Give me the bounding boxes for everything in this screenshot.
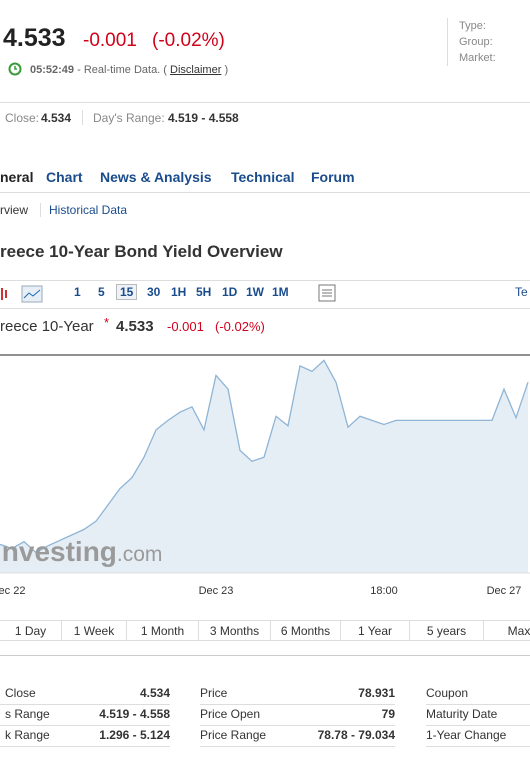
range-tab[interactable]: 1 Year xyxy=(341,620,410,641)
toolbar-right[interactable]: Te xyxy=(515,285,528,299)
area xyxy=(0,360,528,573)
nav-tab[interactable]: Forum xyxy=(311,169,355,185)
subnav-item[interactable]: Historical Data xyxy=(49,203,128,217)
price: 4.533 xyxy=(3,24,66,52)
time: 05:52:49 xyxy=(30,64,75,76)
chart-name: reece 10-Year xyxy=(0,318,94,335)
table-value: 78.78 - 79.034 xyxy=(317,728,395,742)
table-label: 1-Year Change xyxy=(426,728,507,742)
divider xyxy=(200,746,395,747)
range-tab[interactable]: 1 Week xyxy=(62,620,127,641)
divider xyxy=(40,203,41,217)
interval[interactable]: 30 xyxy=(147,285,161,299)
watermark-brand: Investing xyxy=(0,536,117,567)
change: -0.001 xyxy=(83,30,137,51)
paren: ) xyxy=(224,64,229,76)
nav-tab[interactable]: Technical xyxy=(231,169,295,185)
table-label: Maturity Date xyxy=(426,707,498,721)
clock-icon xyxy=(8,62,22,76)
table-label: Coupon xyxy=(426,686,469,700)
table-value: 4.534 xyxy=(139,686,170,700)
time-line: 05:52:49 - Real-time Data. ( Disclaimer … xyxy=(30,64,228,76)
range-value: 4.519 - 4.558 xyxy=(168,111,239,125)
divider xyxy=(0,308,530,309)
range-label: Day's Range: xyxy=(93,111,165,125)
interval[interactable]: 1 xyxy=(74,285,81,299)
divider xyxy=(0,746,170,747)
divider xyxy=(82,110,83,125)
disclaimer[interactable]: Disclaimer xyxy=(170,64,222,76)
range-tab[interactable]: 3 Months xyxy=(199,620,271,641)
x-tick-label: ec 22 xyxy=(0,585,25,597)
divider xyxy=(426,725,530,726)
close-value: 4.534 xyxy=(41,111,72,125)
interval[interactable]: 1H xyxy=(171,285,187,299)
range-tab[interactable]: 1 Day xyxy=(0,620,62,641)
divider xyxy=(0,102,530,103)
table-value: 78.931 xyxy=(358,686,395,700)
interval[interactable]: 1D xyxy=(222,285,238,299)
range-tab[interactable]: 5 years xyxy=(410,620,484,641)
table-value: 4.519 - 4.558 xyxy=(99,707,170,721)
x-tick-label: 18:00 xyxy=(370,585,398,597)
nav-tab[interactable]: Chart xyxy=(46,169,83,185)
settings-icon[interactable] xyxy=(317,283,337,303)
table-label: Price xyxy=(200,686,228,700)
close-label: Close: xyxy=(5,111,40,125)
table-label: k Range xyxy=(5,728,50,742)
nav-tab[interactable]: News & Analysis xyxy=(100,169,212,185)
table-value: 79 xyxy=(381,707,395,721)
meta-label: Type: xyxy=(459,20,486,32)
table-label: s Range xyxy=(5,707,50,721)
star: * xyxy=(104,315,110,330)
table-label: Price Range xyxy=(200,728,267,742)
range-tab[interactable]: 1 Month xyxy=(127,620,199,641)
divider xyxy=(200,725,395,726)
x-tick-label: Dec 23 xyxy=(199,585,234,597)
table-label: Price Open xyxy=(200,707,261,721)
chart-type-icons[interactable] xyxy=(0,284,45,304)
divider xyxy=(0,192,530,193)
interval[interactable]: 5H xyxy=(196,285,212,299)
divider xyxy=(0,704,170,705)
interval[interactable]: 15 xyxy=(116,284,138,300)
divider xyxy=(0,280,530,281)
chart-change: -0.001 xyxy=(167,319,204,334)
meta-label: Market: xyxy=(459,52,496,64)
range-tab[interactable]: 6 Months xyxy=(271,620,341,641)
interval[interactable]: 1M xyxy=(272,285,289,299)
meta-label: Group: xyxy=(459,36,493,48)
x-tick-label: Dec 27 xyxy=(487,585,522,597)
table-value: 1.296 - 5.124 xyxy=(99,728,170,742)
change-pct: (-0.02%) xyxy=(152,30,225,51)
interval[interactable]: 5 xyxy=(98,285,105,299)
watermark-suffix: .com xyxy=(116,543,163,566)
interval[interactable]: 1W xyxy=(246,285,264,299)
subnav-item[interactable]: rview xyxy=(0,203,29,217)
divider xyxy=(426,704,530,705)
chart: ec 22 Dec 23 18:00 Dec 27 xyxy=(0,354,530,597)
watermark: Investing.com xyxy=(0,536,162,568)
nav-tab[interactable]: neral xyxy=(0,169,34,185)
divider xyxy=(200,704,395,705)
chart-price: 4.533 xyxy=(116,318,154,335)
divider xyxy=(0,655,530,656)
page-title: reece 10-Year Bond Yield Overview xyxy=(0,242,283,261)
realtime: - Real-time Data. ( xyxy=(77,64,167,76)
divider xyxy=(426,746,530,747)
divider xyxy=(0,725,170,726)
range-tab[interactable]: Max xyxy=(484,620,530,641)
table-label: Close xyxy=(5,686,36,700)
line xyxy=(0,359,529,554)
chart-change-pct: (-0.02%) xyxy=(215,319,265,334)
divider xyxy=(447,18,448,66)
